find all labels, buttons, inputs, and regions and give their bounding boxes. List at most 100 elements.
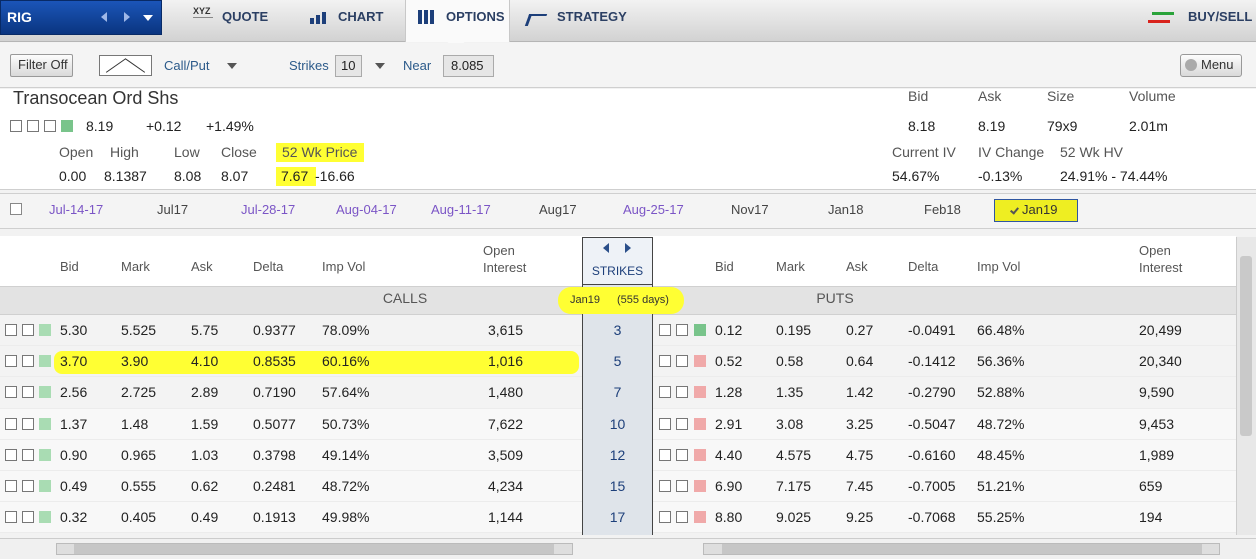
change: +0.12 [146,118,182,134]
stat-label: 52 Wk Price [282,144,358,160]
icon-triangle [124,12,130,22]
call-cell: 0.1913 [253,509,296,526]
put-header: Imp Vol [977,259,1021,274]
expiration[interactable]: Jan18 [828,202,864,217]
market-label: Bid [908,88,929,104]
put-cell: 9.025 [776,509,812,526]
put-cell: 9.25 [846,509,874,526]
market-label: Size [1047,88,1075,104]
nav-tab[interactable]: QUOTE [222,9,269,24]
call-flag [39,386,51,399]
put-cell: 9,590 [1139,384,1175,401]
expiration[interactable]: Jul-28-17 [241,202,296,217]
expiration[interactable]: Jul-14-17 [49,202,104,217]
strikes-column [582,237,653,535]
call-cell: 50.73% [322,415,370,432]
call-cell: 0.32 [60,509,88,526]
put-cell: 7.175 [776,478,812,494]
call-cell: 0.3798 [253,446,296,463]
put-cell: 0.58 [776,353,804,370]
nav-tab[interactable]: STRATEGY [557,9,627,24]
quote-icon: XYZ [193,6,211,16]
call-cell: 49.14% [322,446,370,463]
quote-icon-line [193,17,213,24]
put-cell: 0.12 [715,322,743,338]
stat-value: 8.07 [221,168,249,184]
expiration[interactable]: Aug-25-17 [623,202,684,217]
row-icon [22,355,34,368]
expiration[interactable]: Nov17 [731,202,769,217]
put-flag [694,480,706,492]
strike[interactable]: 7 [613,384,622,401]
call-cell: 0.49 [191,509,219,526]
call-cell: 1,144 [487,509,523,526]
strike[interactable]: 12 [609,446,626,463]
put-cell: 2.91 [715,415,743,432]
expiration[interactable]: Aug17 [539,202,577,217]
expiration[interactable]: Aug-04-17 [336,202,397,217]
put-cell: 0.52 [715,353,743,370]
near-value[interactable]: 8.085 [451,58,484,73]
near-label: Near [403,58,432,73]
vol-value: -0.13% [978,168,1023,184]
put-cell: 1,989 [1139,446,1175,463]
scroll-v-thumb [1240,256,1252,436]
put-cell: 1.42 [846,384,874,401]
stat-value: 8.1387 [104,168,147,184]
call-cell: 0.555 [121,478,157,494]
row-icon [676,417,688,430]
stat-value: 0.00 [59,168,87,184]
last-flag [61,120,73,132]
row-icon [659,386,671,399]
vol-value: 54.67% [892,168,940,184]
strike[interactable]: 5 [613,353,622,370]
call-put[interactable]: Call/Put [164,58,210,73]
filter-label: Filter Off [18,57,68,72]
days: (555 days) [617,294,669,306]
put-cell: 194 [1139,509,1163,526]
strike[interactable]: 17 [609,509,626,526]
put-flag [694,448,706,461]
put-cell: -0.0491 [908,322,956,338]
call-flag [39,355,51,368]
strikes-value[interactable]: 10 [341,58,356,73]
puts-label: PUTS [816,290,854,306]
nav-tab[interactable]: CHART [338,9,384,24]
put-cell: 51.21% [977,478,1025,494]
call-cell: 3,509 [487,446,523,463]
put-cell: 7.45 [846,478,874,494]
put-cell: -0.6160 [908,446,956,463]
call-cell: 0.405 [121,509,157,526]
call-cell: 5.75 [191,322,219,338]
put-flag [694,386,706,399]
buy-sell[interactable]: BUY/SELL [1188,9,1253,24]
menu-button[interactable] [1180,54,1242,77]
expiration[interactable]: Jan19 [1022,202,1058,217]
call-header: Delta [253,259,284,274]
expiry: Jan19 [570,294,600,306]
strike[interactable]: 3 [613,322,622,338]
put-cell: 1.35 [776,384,804,401]
icon-triangle [375,63,385,69]
put-header: Ask [846,259,868,274]
strike[interactable]: 10 [609,415,626,432]
row-icon [5,448,17,461]
strike[interactable]: 15 [609,478,626,494]
nav-tab[interactable]: OPTIONS [446,9,505,24]
expand-box [10,203,22,215]
expiration[interactable]: Feb18 [924,202,961,217]
call-header: Ask [191,259,213,274]
vol-value: 24.91% - 74.44% [1060,168,1168,184]
row-icon [22,480,34,492]
filter-button[interactable] [10,54,73,77]
expiration[interactable]: Jul17 [157,202,189,217]
call-flag [39,511,51,524]
buy-arrow [1152,12,1174,15]
menu-icon [1185,59,1197,71]
call-cell: 3.90 [121,353,149,370]
call-cell: 1.37 [60,415,88,432]
row-icon [676,386,688,399]
call-cell: 78.09% [322,322,370,338]
expiration[interactable]: Aug-11-17 [431,202,491,217]
